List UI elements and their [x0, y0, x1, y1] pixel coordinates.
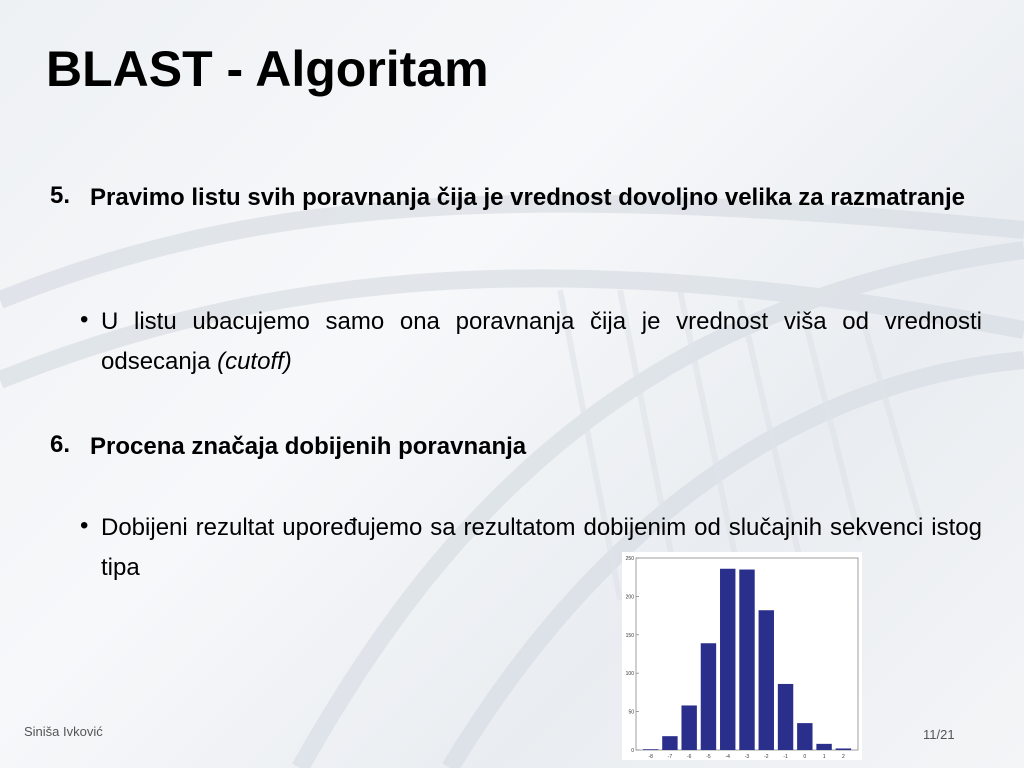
bar — [758, 610, 774, 750]
bar — [642, 749, 659, 750]
bullet-icon: • — [80, 306, 89, 333]
y-tick-label: 200 — [626, 594, 635, 600]
y-tick-label: 0 — [631, 748, 634, 754]
footer-author: Siniša Ivković — [24, 724, 103, 739]
bar — [797, 723, 813, 750]
bullet-icon: • — [80, 512, 89, 539]
y-tick-label: 100 — [626, 671, 635, 677]
bar — [681, 705, 697, 750]
page-number: 11/21 — [923, 727, 955, 742]
bar — [739, 569, 755, 750]
bar — [662, 736, 678, 750]
bar — [835, 748, 852, 750]
item-5-text: Pravimo listu svih poravnanja čija je vr… — [90, 184, 965, 211]
bar — [700, 643, 717, 750]
x-tick-label: -8 — [648, 754, 653, 760]
item-number-5: 5. — [50, 182, 71, 209]
item-number-6: 6. — [50, 431, 71, 458]
bar — [816, 743, 832, 750]
bar — [777, 683, 794, 750]
slide-title: BLAST - Algoritam — [46, 41, 489, 97]
x-tick-label: -5 — [706, 754, 711, 760]
bullet-2-text: Dobijeni rezultat upoređujemo sa rezulta… — [101, 514, 982, 581]
x-tick-label: -2 — [764, 754, 769, 760]
x-tick-label: 2 — [842, 754, 845, 760]
x-tick-label: -4 — [726, 754, 731, 760]
histogram-chart: 0 50 100 150 200 250 -8 -7 -6 -5 -4 -3 -2 -1 0 1 2 — [622, 552, 862, 760]
y-tick-label: 250 — [626, 556, 635, 562]
bullet-1-main: U listu ubacujemo samo ona poravnanja či… — [101, 308, 982, 375]
x-tick-label: -6 — [687, 754, 692, 760]
x-tick-label: -3 — [745, 754, 750, 760]
x-tick-label: -7 — [668, 754, 673, 760]
cutoff-term: (cutoff) — [217, 348, 292, 375]
bullet-1-text: U listu ubacujemo samo ona poravnanja či… — [101, 302, 982, 382]
histogram-svg: 0 50 100 150 200 250 -8 -7 -6 -5 -4 -3 -2 -1 0 1 2 — [626, 556, 859, 760]
y-tick-label: 50 — [628, 710, 634, 716]
x-tick-label: 0 — [803, 754, 806, 760]
item-6-text: Procena značaja dobijenih poravnanja — [90, 433, 527, 460]
bar — [720, 568, 736, 750]
x-tick-label: -1 — [783, 754, 788, 760]
x-tick-label: 1 — [823, 754, 826, 760]
y-tick-label: 150 — [626, 633, 635, 639]
